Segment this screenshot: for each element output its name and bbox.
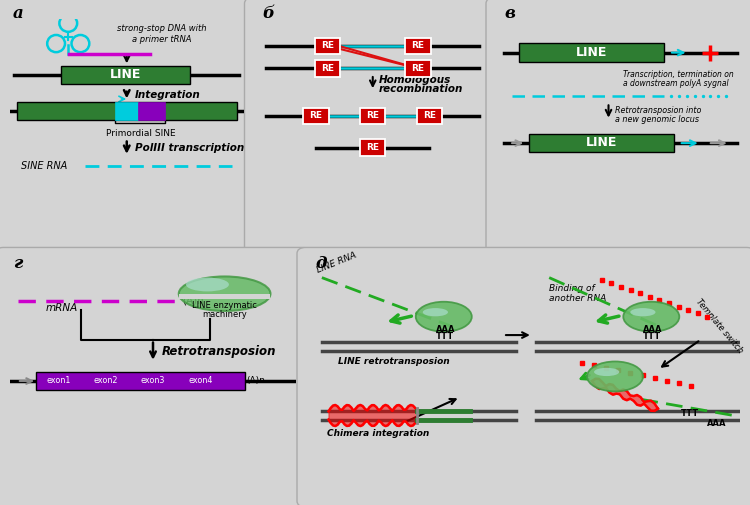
- Text: machinery: machinery: [202, 310, 247, 319]
- Text: exon3: exon3: [141, 376, 165, 385]
- Text: Integration: Integration: [135, 90, 201, 100]
- Text: strong-stop DNA with: strong-stop DNA with: [117, 24, 206, 33]
- Text: Transcription, termination on: Transcription, termination on: [623, 70, 734, 79]
- Text: б: б: [262, 5, 274, 22]
- Text: another RNA: another RNA: [549, 293, 607, 302]
- Text: RE: RE: [321, 41, 334, 51]
- Text: а: а: [13, 5, 23, 22]
- FancyBboxPatch shape: [315, 60, 340, 77]
- Ellipse shape: [186, 278, 229, 291]
- Text: LINE: LINE: [110, 68, 141, 81]
- Text: RE: RE: [412, 41, 424, 51]
- Ellipse shape: [630, 308, 656, 316]
- Text: Homologous: Homologous: [379, 75, 451, 85]
- Text: г: г: [13, 255, 22, 272]
- Text: RE: RE: [310, 112, 322, 121]
- FancyBboxPatch shape: [115, 102, 139, 121]
- Text: (A)n: (A)n: [182, 295, 203, 306]
- Text: LINE retrotransposion: LINE retrotransposion: [338, 357, 450, 366]
- Text: AAA: AAA: [707, 419, 727, 428]
- FancyBboxPatch shape: [405, 38, 430, 54]
- FancyBboxPatch shape: [405, 60, 430, 77]
- Text: RE: RE: [321, 64, 334, 73]
- Text: TTT: TTT: [681, 409, 699, 418]
- FancyBboxPatch shape: [519, 43, 664, 62]
- Text: LINE RNA: LINE RNA: [315, 251, 358, 275]
- Text: Binding of: Binding of: [549, 284, 595, 293]
- FancyBboxPatch shape: [35, 372, 245, 390]
- FancyBboxPatch shape: [529, 134, 674, 152]
- Text: AAA: AAA: [643, 325, 662, 334]
- FancyBboxPatch shape: [139, 102, 165, 121]
- Text: TTT: TTT: [643, 332, 662, 341]
- Polygon shape: [178, 294, 271, 299]
- Text: TTT: TTT: [436, 332, 454, 341]
- Text: LINE enzymatic: LINE enzymatic: [192, 300, 257, 310]
- FancyBboxPatch shape: [360, 108, 386, 124]
- Text: Primordial SINE: Primordial SINE: [106, 129, 176, 138]
- Text: a primer tRNA: a primer tRNA: [132, 34, 191, 43]
- Text: RE: RE: [412, 64, 424, 73]
- Text: exon1: exon1: [46, 376, 70, 385]
- FancyBboxPatch shape: [62, 66, 190, 84]
- Text: Template switch: Template switch: [694, 297, 745, 356]
- Text: PolIII transcription: PolIII transcription: [135, 142, 244, 153]
- FancyBboxPatch shape: [16, 102, 237, 121]
- FancyBboxPatch shape: [360, 139, 386, 156]
- Text: a new genomic locus: a new genomic locus: [614, 115, 698, 124]
- FancyBboxPatch shape: [304, 108, 328, 124]
- FancyBboxPatch shape: [315, 38, 340, 54]
- Text: mRNA: mRNA: [45, 303, 77, 313]
- Text: exon4: exon4: [188, 376, 212, 385]
- Text: LINE: LINE: [576, 45, 608, 59]
- Text: Retrotransposion: Retrotransposion: [161, 344, 276, 358]
- Text: RE: RE: [366, 143, 380, 152]
- Ellipse shape: [587, 362, 643, 391]
- Ellipse shape: [416, 302, 472, 332]
- Text: SINE RNA: SINE RNA: [22, 161, 68, 171]
- Text: д: д: [315, 255, 326, 272]
- Ellipse shape: [423, 308, 448, 316]
- Text: в: в: [504, 5, 515, 22]
- Text: a downstream polyA sygnal: a downstream polyA sygnal: [623, 79, 729, 88]
- Text: LINE: LINE: [586, 136, 617, 149]
- Ellipse shape: [623, 302, 680, 332]
- Text: (A)n: (A)n: [246, 376, 265, 385]
- Text: Chimera integration: Chimera integration: [327, 429, 429, 438]
- Text: Retrotransposion into: Retrotransposion into: [614, 106, 701, 115]
- Text: exon2: exon2: [94, 376, 118, 385]
- Ellipse shape: [594, 368, 619, 376]
- Text: AAA: AAA: [436, 325, 455, 334]
- Text: RE: RE: [423, 112, 436, 121]
- Text: RE: RE: [366, 112, 380, 121]
- Ellipse shape: [178, 276, 271, 311]
- Text: recombination: recombination: [379, 84, 463, 94]
- FancyBboxPatch shape: [417, 108, 442, 124]
